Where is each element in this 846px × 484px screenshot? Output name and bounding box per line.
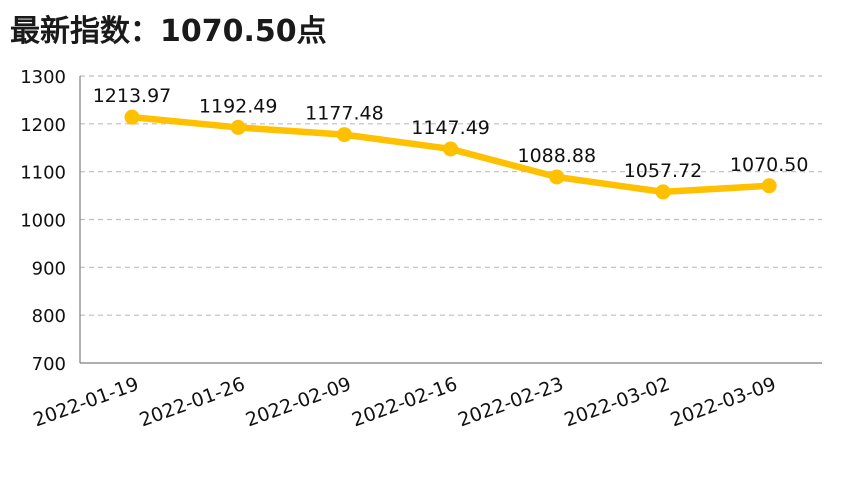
x-tick-label: 2022-02-09 bbox=[243, 373, 354, 431]
x-tick-label: 2022-01-19 bbox=[30, 373, 141, 431]
data-label: 1057.72 bbox=[624, 160, 703, 182]
x-tick-label: 2022-01-26 bbox=[137, 373, 248, 431]
x-tick-label: 2022-03-09 bbox=[668, 373, 779, 431]
data-label: 1177.48 bbox=[305, 103, 384, 125]
chart-title: 最新指数：1070.50点 bbox=[10, 14, 327, 49]
x-tick-label: 2022-02-16 bbox=[349, 373, 460, 431]
y-tick-label: 800 bbox=[32, 306, 66, 327]
y-tick-label: 700 bbox=[32, 354, 66, 375]
data-point bbox=[124, 109, 140, 125]
data-label: 1088.88 bbox=[518, 145, 597, 167]
y-tick-label: 1300 bbox=[20, 67, 66, 88]
y-tick-label: 1100 bbox=[20, 163, 66, 184]
y-tick-label: 900 bbox=[32, 258, 66, 279]
y-tick-label: 1200 bbox=[20, 115, 66, 136]
y-tick-label: 1000 bbox=[20, 211, 66, 232]
data-labels: 1213.97 1192.49 1177.48 1147.49 1088.88 1057.… bbox=[93, 85, 809, 182]
data-point bbox=[549, 169, 565, 185]
data-point bbox=[443, 141, 459, 157]
data-point bbox=[336, 127, 352, 143]
data-label: 1213.97 bbox=[93, 85, 172, 107]
x-axis-ticks: 2022-01-192022-01-262022-02-092022-02-16… bbox=[30, 373, 778, 431]
gridlines bbox=[80, 75, 822, 316]
data-label: 1192.49 bbox=[199, 95, 278, 117]
data-point bbox=[230, 119, 246, 135]
data-label: 1070.50 bbox=[730, 154, 809, 176]
x-tick-label: 2022-03-02 bbox=[561, 373, 672, 431]
x-tick-label: 2022-02-23 bbox=[455, 373, 566, 431]
axes bbox=[79, 76, 822, 364]
series bbox=[124, 109, 777, 200]
data-point bbox=[761, 178, 777, 194]
data-label: 1147.49 bbox=[411, 117, 490, 139]
y-axis-ticks: 700 800 900 1000 1100 1200 1300 bbox=[20, 67, 66, 375]
data-point bbox=[655, 184, 671, 200]
